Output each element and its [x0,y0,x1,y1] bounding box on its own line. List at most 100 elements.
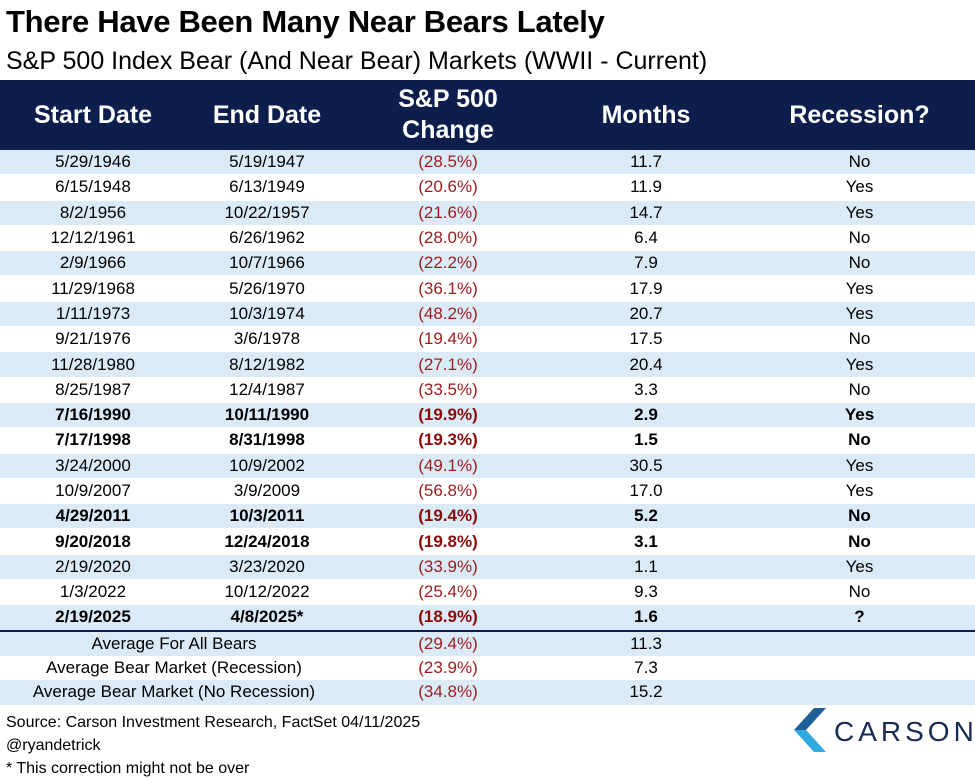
change-cell: (28.0%) [348,225,548,252]
recession-cell: Yes [744,402,975,429]
table-row: 7/17/1998 8/31/1998 (19.3%) 1.5 No [0,427,975,454]
months-cell: 9.3 [548,579,744,606]
change-cell: (49.1%) [348,453,548,479]
recession-cell: Yes [744,174,975,201]
summary-change-cell: (34.8%) [348,680,548,705]
months-cell: 20.7 [548,301,744,328]
carson-logo-text: CARSON [834,716,975,747]
summary-row: Average Bear Market (No Recession) (34.8%… [0,680,975,705]
recession-cell: No [744,377,975,403]
summary-change-cell: (29.4%) [348,629,548,656]
change-cell: (19.8%) [348,528,548,555]
summary-empty-cell [744,655,975,681]
end-date-cell: 3/23/2020 [186,554,348,581]
recession-cell: ? [744,604,975,632]
months-cell: 2.9 [548,402,744,429]
start-date-cell: 5/29/1946 [0,150,186,176]
summary-label-cell: Average Bear Market (Recession) [0,655,348,681]
end-date-cell: 5/26/1970 [186,275,348,302]
recession-cell: Yes [744,351,975,378]
summary-empty-cell [744,680,975,705]
footer: Source: Carson Investment Research, Fact… [6,711,420,780]
months-cell: 11.7 [548,150,744,176]
months-cell: 3.1 [548,528,744,555]
months-cell: 30.5 [548,453,744,479]
change-cell: (18.9%) [348,604,548,632]
change-cell: (19.3%) [348,427,548,454]
header-months: Months [548,80,744,150]
carson-chevron-logo-icon [794,708,826,752]
months-cell: 17.9 [548,275,744,302]
table-header-row: Start Date End Date S&P 500 Change Month… [0,80,975,150]
start-date-cell: 12/12/1961 [0,225,186,252]
recession-cell: Yes [744,554,975,581]
end-date-cell: 10/3/2011 [186,503,348,530]
start-date-cell: 1/3/2022 [0,579,186,606]
table-row: 2/9/1966 10/7/1966 (22.2%) 7.9 No [0,250,975,277]
end-date-cell: 6/26/1962 [186,225,348,252]
table-row: 11/29/1968 5/26/1970 (36.1%) 17.9 Yes [0,275,975,302]
table-row: 12/12/1961 6/26/1962 (28.0%) 6.4 No [0,225,975,252]
end-date-cell: 10/9/2002 [186,453,348,479]
table-row: 1/3/2022 10/12/2022 (25.4%) 9.3 No [0,579,975,606]
recession-cell: No [744,427,975,454]
table-row: 6/15/1948 6/13/1949 (20.6%) 11.9 Yes [0,174,975,201]
change-cell: (33.5%) [348,377,548,403]
start-date-cell: 8/2/1956 [0,200,186,226]
change-cell: (25.4%) [348,579,548,606]
change-cell: (20.6%) [348,174,548,201]
months-cell: 1.6 [548,604,744,632]
months-cell: 17.5 [548,326,744,353]
change-cell: (28.5%) [348,150,548,176]
start-date-cell: 9/21/1976 [0,326,186,353]
start-date-cell: 7/17/1998 [0,427,186,454]
recession-cell: Yes [744,478,975,505]
change-cell: (21.6%) [348,200,548,226]
summary-row: Average Bear Market (Recession) (23.9%) 7.… [0,655,975,681]
recession-cell: No [744,150,975,176]
months-cell: 1.5 [548,427,744,454]
table-row: 11/28/1980 8/12/1982 (27.1%) 20.4 Yes [0,351,975,378]
summary-empty-cell [744,629,975,656]
summary-months-cell: 11.3 [548,629,744,656]
months-cell: 14.7 [548,200,744,226]
author-handle: @ryandetrick [6,737,101,754]
table-body: 5/29/1946 5/19/1947 (28.5%) 11.7 No 6/15/1948… [0,150,975,632]
table-row: 2/19/2020 3/23/2020 (33.9%) 1.1 Yes [0,554,975,581]
start-date-cell: 2/9/1966 [0,250,186,277]
end-date-cell: 10/7/1966 [186,250,348,277]
end-date-cell: 6/13/1949 [186,174,348,201]
start-date-cell: 11/28/1980 [0,351,186,378]
months-cell: 5.2 [548,503,744,530]
change-cell: (48.2%) [348,301,548,328]
start-date-cell: 9/20/2018 [0,528,186,555]
end-date-cell: 8/12/1982 [186,351,348,378]
table-row: 9/20/2018 12/24/2018 (19.8%) 3.1 No [0,528,975,555]
summary-change-cell: (23.9%) [348,655,548,681]
months-cell: 11.9 [548,174,744,201]
start-date-cell: 7/16/1990 [0,402,186,429]
change-cell: (27.1%) [348,351,548,378]
page-subtitle: S&P 500 Index Bear (And Near Bear) Marke… [6,47,708,75]
table-row: 9/21/1976 3/6/1978 (19.4%) 17.5 No [0,326,975,353]
end-date-cell: 8/31/1998 [186,427,348,454]
end-date-cell: 3/6/1978 [186,326,348,353]
recession-cell: No [744,225,975,252]
months-cell: 6.4 [548,225,744,252]
start-date-cell: 1/11/1973 [0,301,186,328]
header-end-date: End Date [186,80,348,150]
header-sp500-change-line1: S&P 500 [398,85,498,113]
months-cell: 7.9 [548,250,744,277]
end-date-cell: 10/12/2022 [186,579,348,606]
logo-chevron-lower [794,730,826,752]
months-cell: 1.1 [548,554,744,581]
end-date-cell: 10/11/1990 [186,402,348,429]
change-cell: (19.4%) [348,326,548,353]
table-row: 2/19/2025 4/8/2025* (18.9%) 1.6? [0,604,975,632]
months-cell: 3.3 [548,377,744,403]
table-summary: Average For All Bears (29.4%) 11.3 Average … [0,629,975,705]
recession-cell: No [744,503,975,530]
table-row: 5/29/1946 5/19/1947 (28.5%) 11.7 No [0,150,975,176]
change-cell: (36.1%) [348,275,548,302]
recession-cell: No [744,528,975,555]
